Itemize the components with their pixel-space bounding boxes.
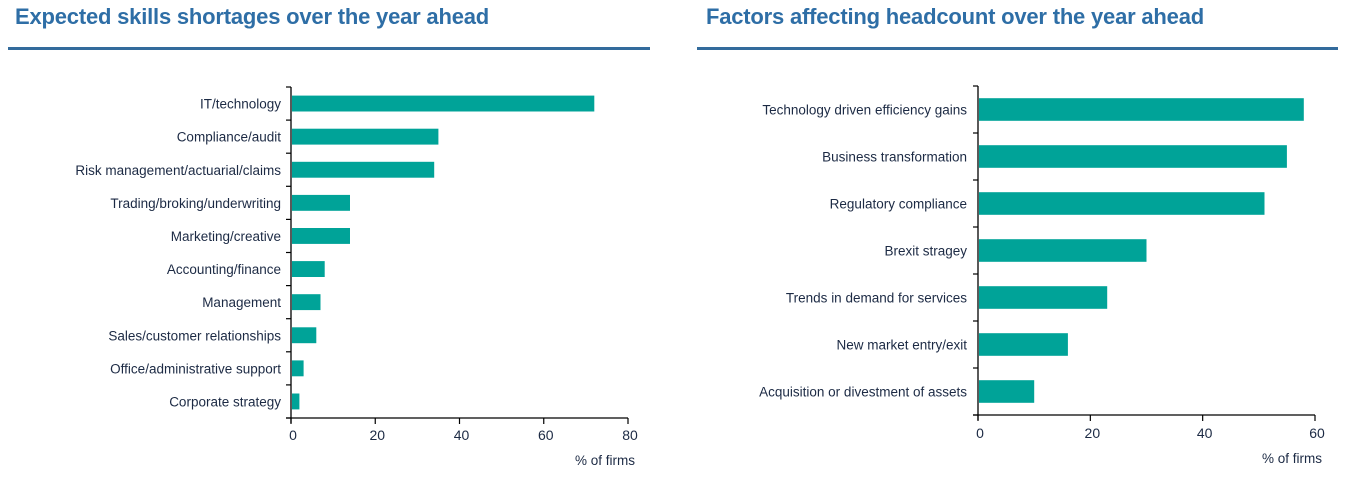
category-label: Risk management/actuarial/claims	[75, 163, 281, 178]
category-label: Trading/broking/underwriting	[110, 196, 281, 211]
bar	[292, 294, 321, 311]
title-divider	[8, 47, 650, 50]
category-label: Accounting/finance	[167, 262, 281, 277]
bar	[979, 380, 1035, 403]
category-label: Regulatory compliance	[830, 197, 967, 212]
bar	[292, 360, 304, 377]
category-label: Corporate strategy	[169, 394, 281, 409]
bar	[292, 95, 595, 112]
category-label: Brexit stragey	[884, 244, 967, 259]
x-tick-label: 40	[1197, 425, 1213, 441]
headcount-factors-chart: Technology driven efficiency gains Busine…	[759, 85, 1325, 466]
x-tick-label: 60	[538, 427, 554, 443]
x-tick-label: 0	[976, 425, 984, 441]
x-tick-label: 40	[454, 427, 470, 443]
category-label: IT/technology	[200, 97, 281, 112]
headcount-factors-panel: Factors affecting headcount over the yea…	[690, 0, 1349, 479]
bar	[979, 333, 1068, 356]
category-label: New market entry/exit	[836, 338, 967, 353]
bar	[292, 194, 350, 211]
bar	[979, 239, 1147, 262]
x-tick-label: 20	[1085, 425, 1101, 441]
x-axis-title: % of firms	[575, 453, 635, 468]
x-axis-title: % of firms	[1262, 451, 1322, 466]
bar	[292, 128, 439, 145]
category-label: Sales/customer relationships	[108, 328, 281, 343]
bar	[979, 192, 1265, 215]
category-label: Technology driven efficiency gains	[762, 103, 967, 118]
category-label: Management	[202, 295, 281, 310]
skills-shortages-title: Expected skills shortages over the year …	[15, 4, 490, 29]
category-label: Office/administrative support	[110, 361, 281, 376]
category-label: Compliance/audit	[177, 130, 282, 145]
bar	[292, 327, 317, 344]
category-label: Acquisition or divestment of assets	[759, 385, 967, 400]
bar	[292, 261, 325, 277]
bar	[292, 161, 435, 178]
x-tick-label: 0	[289, 427, 297, 443]
x-tick-label: 60	[1309, 425, 1325, 441]
category-label: Trends in demand for services	[786, 291, 967, 306]
bar	[292, 393, 300, 410]
bar	[979, 98, 1304, 121]
title-divider	[697, 47, 1338, 50]
skills-shortages-panel: Expected skills shortages over the year …	[0, 0, 660, 479]
category-label: Marketing/creative	[171, 229, 281, 244]
bar	[979, 145, 1287, 168]
headcount-factors-title: Factors affecting headcount over the yea…	[706, 4, 1204, 29]
category-label: Business transformation	[822, 150, 967, 165]
x-tick-label: 20	[369, 427, 385, 443]
x-tick-label: 80	[622, 427, 638, 443]
bar	[292, 228, 350, 244]
skills-shortages-chart: IT/technology Compliance/audit Risk manage…	[75, 86, 638, 468]
bar	[979, 286, 1108, 309]
